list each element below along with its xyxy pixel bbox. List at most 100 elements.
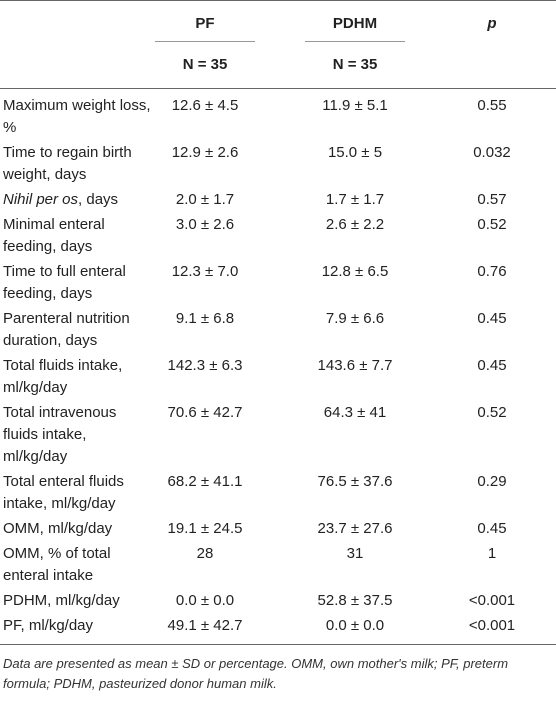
spacer xyxy=(255,353,305,400)
spacer xyxy=(255,541,305,588)
p-value: 0.29 xyxy=(477,473,507,490)
row-label: Nihil per os, days xyxy=(0,187,155,212)
spacer xyxy=(405,541,428,588)
p-value: <0.001 xyxy=(468,592,516,609)
subheader-cell: N = 35 xyxy=(305,41,405,89)
p-value: 0.45 xyxy=(477,310,507,327)
p-value: <0.001 xyxy=(468,617,516,634)
pdhm-value: 52.8 ± 37.5 xyxy=(317,592,393,609)
pdhm-value: 2.6 ± 2.2 xyxy=(325,216,385,233)
pf-value: 68.2 ± 41.1 xyxy=(167,473,243,490)
p-value: 0.52 xyxy=(477,216,507,233)
spacer xyxy=(405,613,428,645)
spacer xyxy=(255,259,305,306)
pdhm-value: 15.0 ± 5 xyxy=(327,144,383,161)
row-label-rest: , days xyxy=(78,191,119,208)
table-row: Maximum weight loss, % 12.6 ± 4.5 11.9 ± 5… xyxy=(0,89,556,141)
table-row: Total intravenous fluids intake, ml/kg/d… xyxy=(0,400,556,469)
spacer xyxy=(405,187,428,212)
spacer xyxy=(255,613,305,645)
table-row: Time to full enteral feeding, days 12.3 ±… xyxy=(0,259,556,306)
p-value: 0.52 xyxy=(477,404,507,421)
pf-value: 70.6 ± 42.7 xyxy=(167,404,243,421)
spacer xyxy=(255,588,305,613)
spacer xyxy=(405,400,428,469)
pdhm-value: 76.5 ± 37.6 xyxy=(317,473,393,490)
header-cell: p xyxy=(487,15,497,33)
row-label: OMM, ml/kg/day xyxy=(3,520,113,537)
pdhm-value: 23.7 ± 27.6 xyxy=(317,520,393,537)
pf-value: 49.1 ± 42.7 xyxy=(167,617,243,634)
subheader-cell: N = 35 xyxy=(155,41,255,89)
p-value: 0.57 xyxy=(477,191,507,208)
p-value: 0.45 xyxy=(477,357,507,374)
pf-value: 12.9 ± 2.6 xyxy=(171,144,239,161)
pf-value: 28 xyxy=(196,545,214,562)
row-label: Parenteral nutrition duration, days xyxy=(3,310,130,349)
row-label: Minimal enteral feeding, days xyxy=(3,216,105,255)
table-row: Time to regain birth weight, days 12.9 ± … xyxy=(0,140,556,187)
row-label: Maximum weight loss, % xyxy=(3,97,151,136)
pf-value: 12.6 ± 4.5 xyxy=(171,97,239,114)
spacer xyxy=(255,212,305,259)
spacer xyxy=(405,212,428,259)
pdhm-value: 12.8 ± 6.5 xyxy=(321,263,389,280)
pdhm-value: 31 xyxy=(346,545,364,562)
spacer xyxy=(255,140,305,187)
p-value: 1 xyxy=(487,545,497,562)
p-value: 0.032 xyxy=(473,144,511,161)
row-label: Total fluids intake, ml/kg/day xyxy=(3,357,123,396)
pdhm-value: 1.7 ± 1.7 xyxy=(325,191,385,208)
pf-value: 12.3 ± 7.0 xyxy=(171,263,239,280)
spacer xyxy=(405,306,428,353)
pdhm-value: 7.9 ± 6.6 xyxy=(325,310,385,327)
row-label-italic: Nihil per os xyxy=(3,191,79,208)
table-row: OMM, ml/kg/day 19.1 ± 24.5 23.7 ± 27.6 0.45 xyxy=(0,516,556,541)
table-row: Minimal enteral feeding, days 3.0 ± 2.6 2.… xyxy=(0,212,556,259)
table-row: Total fluids intake, ml/kg/day 142.3 ± 6.… xyxy=(0,353,556,400)
header-cell: PDHM xyxy=(305,0,405,42)
spacer xyxy=(405,89,428,141)
spacer xyxy=(405,588,428,613)
p-value: 0.55 xyxy=(477,97,507,114)
row-label: Total enteral fluids intake, ml/kg/day xyxy=(3,473,124,512)
data-table: PF PDHM p N = 35 N = 35 Maximum weight l… xyxy=(0,0,556,645)
spacer xyxy=(405,259,428,306)
spacer xyxy=(405,516,428,541)
spacer xyxy=(255,516,305,541)
header-row: PF PDHM p xyxy=(0,0,556,42)
spacer xyxy=(405,353,428,400)
subheader-row: N = 35 N = 35 xyxy=(0,41,556,89)
pf-value: 19.1 ± 24.5 xyxy=(167,520,243,537)
pf-value: 3.0 ± 2.6 xyxy=(175,216,235,233)
header-cell: PF xyxy=(155,0,255,42)
p-value: 0.76 xyxy=(477,263,507,280)
table-row: OMM, % of total enteral intake 28 31 1 xyxy=(0,541,556,588)
table-row: PDHM, ml/kg/day 0.0 ± 0.0 52.8 ± 37.5 <0.00… xyxy=(0,588,556,613)
row-label: PDHM, ml/kg/day xyxy=(3,592,120,609)
spacer xyxy=(255,306,305,353)
pf-value: 2.0 ± 1.7 xyxy=(175,191,235,208)
spacer xyxy=(405,140,428,187)
row-label: Time to regain birth weight, days xyxy=(3,144,132,183)
pdhm-value: 0.0 ± 0.0 xyxy=(325,617,385,634)
table-row: Parenteral nutrition duration, days 9.1 ±… xyxy=(0,306,556,353)
pdhm-value: 64.3 ± 41 xyxy=(323,404,387,421)
table-row: Nihil per os, days 2.0 ± 1.7 1.7 ± 1.7 0.57 xyxy=(0,187,556,212)
table-row: Total enteral fluids intake, ml/kg/day 68… xyxy=(0,469,556,516)
pdhm-value: 143.6 ± 7.7 xyxy=(317,357,393,374)
row-label: PF, ml/kg/day xyxy=(3,617,94,634)
p-value: 0.45 xyxy=(477,520,507,537)
footnote: Data are presented as mean ± SD or perce… xyxy=(3,656,509,691)
spacer xyxy=(255,469,305,516)
pf-value: 142.3 ± 6.3 xyxy=(167,357,243,374)
pf-value: 0.0 ± 0.0 xyxy=(175,592,235,609)
pf-value: 9.1 ± 6.8 xyxy=(175,310,235,327)
table-row: PF, ml/kg/day 49.1 ± 42.7 0.0 ± 0.0 <0.001 xyxy=(0,613,556,645)
spacer xyxy=(255,400,305,469)
spacer xyxy=(255,89,305,141)
spacer xyxy=(255,187,305,212)
pdhm-value: 11.9 ± 5.1 xyxy=(322,97,388,114)
row-label: OMM, % of total enteral intake xyxy=(3,545,111,584)
